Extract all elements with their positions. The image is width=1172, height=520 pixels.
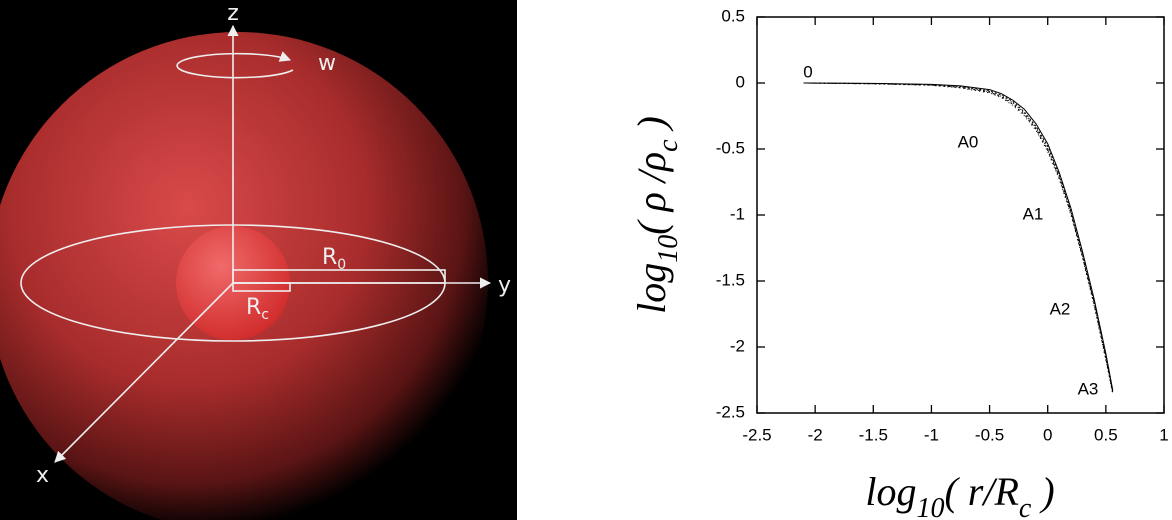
x-axis-label-part: log <box>865 469 916 514</box>
x-tick-label: -2.5 <box>742 425 771 444</box>
curve-label: A0 <box>958 132 979 151</box>
y-tick-label: -0.5 <box>716 138 745 157</box>
model-curve <box>803 82 1114 391</box>
diagram: z w y x R0 Rc <box>0 0 517 520</box>
y-axis-label: log10( ρ /ρc ) <box>629 116 684 314</box>
rotation-arrow <box>176 51 294 79</box>
model-curve <box>803 82 1114 395</box>
curve-label: A3 <box>1078 379 1099 398</box>
z-label: z <box>227 1 239 26</box>
x-label: x <box>36 463 49 488</box>
curve-label: A2 <box>1050 299 1071 318</box>
y-tick-label: -2 <box>730 336 745 355</box>
y-tick-label: 0 <box>736 72 745 91</box>
x-tick-label: -2 <box>808 425 823 444</box>
r0-label: R0 <box>322 245 346 273</box>
x-tick-label: -0.5 <box>975 425 1004 444</box>
x-tick-label: 0 <box>1043 425 1052 444</box>
curve-label: A1 <box>1023 204 1044 223</box>
y-tick-label: -2.5 <box>716 402 745 421</box>
x-axis-label: log10( r/Rc ) <box>865 469 1054 520</box>
y-axis-label-part: ) <box>629 116 674 139</box>
chart: -2.5 -2 -1.5 -1 -0.5 0 0.5 1 0.5 0 -0.5 -1 -1.5 -2 -2.… <box>629 6 1169 520</box>
y-axis-label-sub: c <box>653 139 684 152</box>
y-axis-label-part: ( ρ /ρ <box>629 152 674 235</box>
y-tick-label: -1 <box>730 204 745 223</box>
plot-frame <box>756 16 1165 414</box>
y-label: y <box>498 273 511 298</box>
model-curve <box>803 82 1114 392</box>
x-tick-label: 0.5 <box>1094 425 1118 444</box>
rc-label: Rc <box>246 295 269 323</box>
y-axis-label-part: log <box>629 263 674 314</box>
x-axis-label-sub: c <box>1019 493 1032 520</box>
r0-base: R <box>322 245 337 270</box>
w-label: w <box>318 51 336 76</box>
rc-base: R <box>246 295 261 320</box>
y-axis-label-sub: 10 <box>653 235 684 263</box>
x-tick-label: -1 <box>924 425 939 444</box>
model-curve <box>803 82 1114 394</box>
x-axis-label-sub: 10 <box>916 493 944 520</box>
x-tick-label: -1.5 <box>859 425 888 444</box>
x-axis-label-part: ) <box>1031 469 1054 514</box>
curve-label: 0 <box>803 62 812 81</box>
r0-sub: 0 <box>337 257 346 273</box>
y-tick-label: -1.5 <box>716 270 745 289</box>
x-axis <box>54 282 234 463</box>
model-curve <box>803 82 1114 394</box>
x-tick-label: 1 <box>1159 425 1168 444</box>
rc-sub: c <box>261 307 269 323</box>
x-axis-label-part: ( r/R <box>944 469 1018 514</box>
y-tick-label: 0.5 <box>721 6 745 25</box>
